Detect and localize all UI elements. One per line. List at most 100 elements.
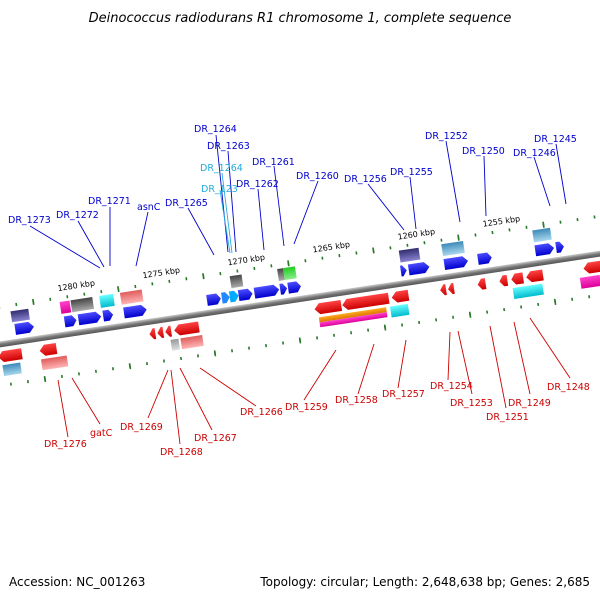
gene-arrow	[165, 325, 173, 337]
gene-label: DR_1264	[194, 124, 237, 135]
leader-line	[57, 379, 69, 438]
gene-label: DR_1254	[430, 381, 473, 392]
scale-tick-major	[457, 234, 460, 241]
leader-line	[447, 331, 451, 381]
scale-ticks-top	[0, 215, 596, 309]
gene-arrow	[228, 290, 239, 303]
scale-tick-major	[128, 363, 132, 370]
gene-feature	[170, 338, 181, 351]
gene-arrow	[123, 304, 147, 319]
gene-label: DR_1266	[240, 407, 283, 418]
leader-line	[489, 325, 507, 409]
forward-strand-genes	[10, 227, 564, 335]
gene-arrow	[206, 293, 221, 306]
gene-label: DR_1250	[462, 146, 505, 157]
leader-line	[179, 367, 213, 431]
accession-label: Accession: NC_001263	[9, 575, 145, 589]
gene-feature	[398, 247, 421, 263]
gene-label: DR_1276	[44, 439, 87, 450]
leader-line	[170, 369, 181, 445]
leader-line	[227, 150, 237, 253]
scale-tick-major	[213, 350, 217, 357]
gene-label: DR_1272	[56, 210, 99, 221]
gene-feature	[512, 283, 544, 299]
gene-arrow	[399, 265, 407, 277]
scale-tick-major	[202, 273, 205, 280]
gene-arrow	[174, 321, 200, 336]
gene-feature	[390, 303, 410, 318]
gene-arrow	[391, 289, 410, 303]
gene-arrow	[534, 243, 555, 257]
gene-arrow	[555, 241, 564, 254]
gene-feature	[229, 274, 244, 289]
leader-line	[357, 343, 375, 395]
gene-label: DR_1245	[534, 134, 577, 145]
scale-ticks-bottom	[9, 295, 591, 386]
gene-arrow	[443, 256, 469, 270]
leader-line	[529, 317, 571, 379]
leader-line	[71, 377, 101, 425]
leader-line	[397, 339, 407, 389]
gene-feature	[579, 274, 600, 289]
gene-feature	[318, 307, 387, 323]
scale-tick-major	[372, 247, 375, 254]
scale-tick-major	[287, 260, 290, 267]
gene-arrow	[314, 299, 343, 315]
scale-tick-major	[468, 311, 472, 318]
gene-label: DR_1263	[207, 141, 250, 152]
gene-feature	[441, 240, 465, 257]
gene-arrow	[448, 282, 455, 295]
leader-line	[555, 143, 567, 205]
gene-feature	[119, 289, 144, 305]
gene-label: gatC	[90, 428, 113, 439]
scale-tick-major	[383, 324, 387, 331]
gene-feature	[319, 312, 388, 328]
leader-line	[303, 349, 337, 401]
gene-label: DR_1265	[165, 198, 208, 209]
gene-label: DR_1258	[335, 395, 378, 406]
scale-tick-major	[43, 375, 47, 383]
gene-label: DR_1252	[425, 131, 468, 142]
gene-label: DR_1268	[160, 447, 203, 458]
leader-line	[367, 183, 405, 231]
gene-label: DR_1271	[88, 196, 131, 207]
gene-arrow	[440, 284, 447, 296]
leader-line	[29, 225, 101, 269]
gene-label: DR_1251	[486, 412, 529, 423]
scale-tick-major	[298, 337, 302, 344]
gene-label: DR_1262	[236, 179, 279, 190]
gene-arrow	[279, 283, 288, 295]
gene-label: DR_1273	[8, 215, 51, 226]
gene-feature	[532, 227, 552, 243]
gene-arrow	[149, 328, 157, 340]
gene-arrow	[14, 321, 34, 335]
gene-arrow	[102, 309, 114, 322]
gene-feature	[2, 362, 22, 377]
leader-line	[273, 165, 285, 247]
gene-arrow	[477, 278, 487, 290]
leader-line	[219, 189, 231, 254]
gene-feature	[59, 300, 72, 314]
gene-feature	[40, 355, 69, 371]
scale-label: 1255 kbp	[482, 214, 521, 229]
scale-tick-major	[32, 298, 35, 305]
gene-feature	[283, 266, 297, 281]
scale-label: 1280 kbp	[57, 279, 96, 294]
chromosome-backbone	[0, 242, 600, 356]
reverse-strand-genes	[0, 260, 600, 377]
gene-label: DR_1261	[252, 157, 295, 168]
gene-arrow	[499, 274, 509, 287]
leader-line	[513, 321, 531, 395]
leader-line	[483, 155, 487, 217]
leader-line	[199, 367, 257, 407]
scale-tick-major	[117, 285, 120, 293]
leader-line	[409, 176, 417, 230]
gene-label: DR_123	[201, 184, 238, 195]
gene-feature	[180, 335, 204, 350]
scale-label: 1270 kbp	[227, 253, 266, 268]
gene-feature	[10, 308, 30, 323]
leader-line	[457, 330, 473, 395]
gene-arrow	[407, 262, 430, 276]
gene-arrow	[157, 326, 165, 339]
gene-label: DR_1249	[508, 398, 551, 409]
